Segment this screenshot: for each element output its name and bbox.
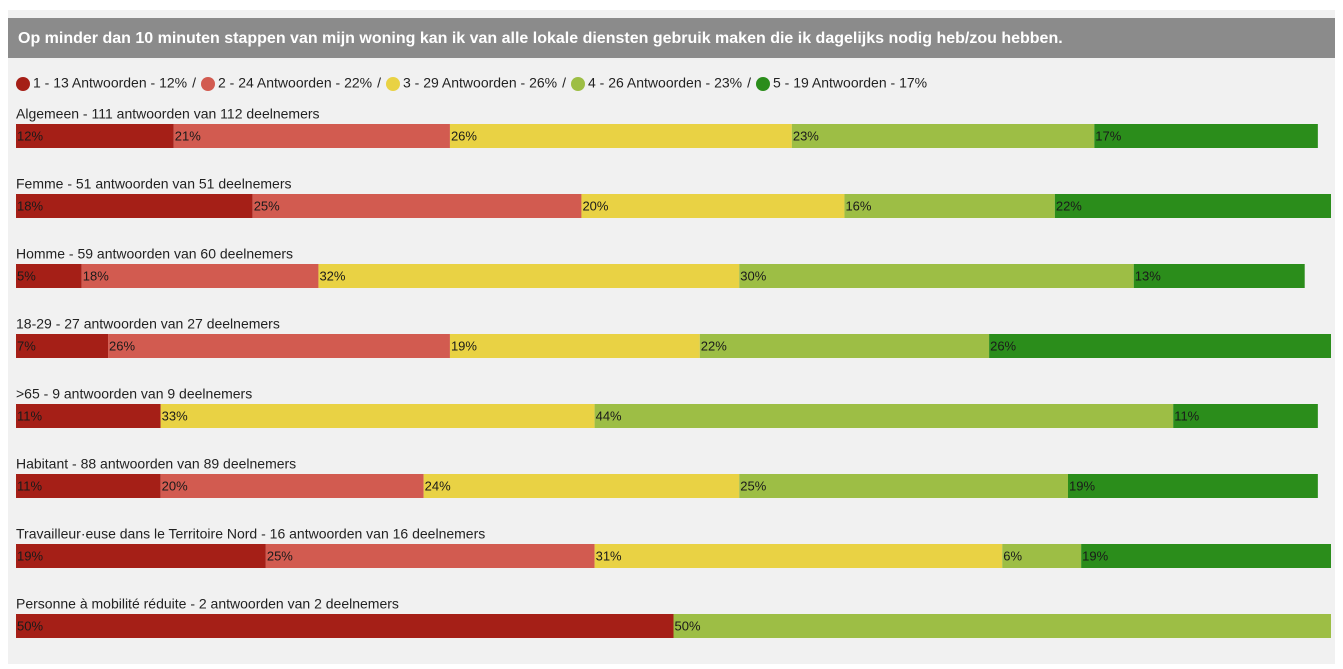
data-label: 11%	[17, 478, 42, 493]
bar-segment	[739, 474, 1068, 498]
bar-segment	[449, 124, 792, 148]
bar-segment	[173, 124, 450, 148]
bar-segment	[265, 544, 595, 568]
row-label: >65 - 9 antwoorden van 9 deelnemers	[16, 386, 252, 402]
data-label: 20%	[162, 478, 188, 493]
data-label: 24%	[425, 478, 451, 493]
legend-label: 3 - 29 Antwoorden - 26%	[403, 75, 557, 91]
data-label: 20%	[582, 198, 608, 213]
bar-segment	[844, 194, 1055, 218]
legend-swatch	[386, 77, 400, 91]
legend: 1 - 13 Antwoorden - 12% / 2 - 24 Antwoorde…	[16, 75, 927, 91]
bar-segment	[739, 264, 1134, 288]
row-label: Femme - 51 antwoorden van 51 deelnemers	[16, 176, 291, 192]
legend-separator: /	[377, 75, 381, 91]
bar-segment	[699, 334, 990, 358]
bar-segment	[16, 614, 674, 638]
data-label: 50%	[675, 618, 701, 633]
chart-title: Op minder dan 10 minuten stappen van mij…	[18, 30, 1063, 47]
data-label: 5%	[17, 268, 36, 283]
bar-segment	[1133, 264, 1305, 288]
row-label: 18-29 - 27 antwoorden van 27 deelnemers	[16, 316, 280, 332]
row-label: Personne à mobilité réduite - 2 antwoord…	[16, 596, 399, 612]
legend-label: 1 - 13 Antwoorden - 12%	[33, 75, 187, 91]
legend-label: 2 - 24 Antwoorden - 22%	[218, 75, 372, 91]
bar-segment	[16, 194, 253, 218]
title-bar	[8, 18, 1335, 58]
row-label: Homme - 59 antwoorden van 60 deelnemers	[16, 246, 293, 262]
legend-swatch	[16, 77, 30, 91]
data-label: 25%	[740, 478, 766, 493]
bar-segment	[16, 404, 161, 428]
bar-segment	[318, 264, 740, 288]
data-label: 26%	[990, 338, 1016, 353]
data-label: 26%	[109, 338, 135, 353]
data-label: 19%	[451, 338, 477, 353]
row-label: Travailleur·euse dans le Territoire Nord…	[16, 526, 485, 542]
bar-segment	[108, 334, 450, 358]
bar-segment	[16, 544, 266, 568]
bar-segment	[449, 334, 700, 358]
data-label: 22%	[701, 338, 727, 353]
legend-separator: /	[562, 75, 566, 91]
data-label: 26%	[451, 128, 477, 143]
legend-separator: /	[192, 75, 196, 91]
data-label: 13%	[1135, 268, 1161, 283]
bar-segment	[791, 124, 1095, 148]
data-label: 7%	[17, 338, 36, 353]
data-label: 31%	[596, 548, 622, 563]
data-label: 18%	[83, 268, 109, 283]
legend-swatch	[756, 77, 770, 91]
data-label: 25%	[254, 198, 280, 213]
bar-segment	[16, 264, 82, 288]
data-label: 21%	[175, 128, 201, 143]
data-label: 50%	[17, 618, 43, 633]
data-label: 17%	[1095, 128, 1121, 143]
data-label: 19%	[1082, 548, 1108, 563]
bar-segment	[16, 474, 161, 498]
legend-swatch	[201, 77, 215, 91]
bar-segment	[1081, 544, 1331, 568]
bar-segment	[1094, 124, 1318, 148]
bar-segment	[594, 404, 1174, 428]
legend-separator: /	[747, 75, 751, 91]
data-label: 32%	[319, 268, 345, 283]
data-label: 11%	[17, 408, 42, 423]
bar-segment	[160, 474, 424, 498]
bar-segment	[1054, 194, 1331, 218]
bar-segment	[16, 124, 174, 148]
bar-segment	[252, 194, 582, 218]
bar-segment	[989, 334, 1331, 358]
data-label: 23%	[793, 128, 819, 143]
legend-swatch	[571, 77, 585, 91]
data-label: 16%	[845, 198, 871, 213]
bar-segment	[423, 474, 740, 498]
data-label: 6%	[1003, 548, 1022, 563]
data-label: 18%	[17, 198, 43, 213]
data-label: 33%	[162, 408, 188, 423]
legend-label: 4 - 26 Antwoorden - 23%	[588, 75, 742, 91]
bar-segment	[1068, 474, 1318, 498]
data-label: 44%	[596, 408, 622, 423]
data-label: 12%	[17, 128, 43, 143]
bar-segment	[594, 544, 1003, 568]
data-label: 19%	[17, 548, 43, 563]
bar-segment	[673, 614, 1331, 638]
row-label: Habitant - 88 antwoorden van 89 deelneme…	[16, 456, 296, 472]
bar-segment	[581, 194, 845, 218]
bar-segment	[1002, 544, 1082, 568]
bar-segment	[81, 264, 319, 288]
row-label: Algemeen - 111 antwoorden van 112 deelne…	[16, 106, 320, 122]
bar-segment	[160, 404, 595, 428]
bar-segment	[1173, 404, 1318, 428]
data-label: 30%	[740, 268, 766, 283]
data-label: 22%	[1056, 198, 1082, 213]
bars: 12% 21% 26% 23% 17% 18% 25% 20% 16% 22% 5% 18% 32% 30…	[16, 124, 1331, 638]
data-label: 11%	[1174, 408, 1199, 423]
data-label: 25%	[267, 548, 293, 563]
legend-label: 5 - 19 Antwoorden - 17%	[773, 75, 927, 91]
bar-segment	[16, 334, 109, 358]
data-label: 19%	[1069, 478, 1095, 493]
